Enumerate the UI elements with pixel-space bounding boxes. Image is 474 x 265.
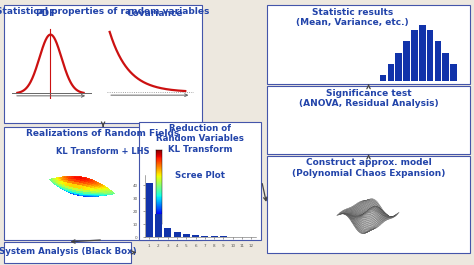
FancyBboxPatch shape [4, 5, 202, 123]
FancyBboxPatch shape [4, 127, 202, 240]
Text: System Analysis (Black Box): System Analysis (Black Box) [0, 247, 137, 255]
Text: Reduction of
Random Variables
KL Transform: Reduction of Random Variables KL Transfo… [156, 124, 244, 154]
Bar [220, 236, 227, 237]
Bar [403, 41, 410, 81]
FancyBboxPatch shape [4, 242, 131, 263]
Text: Realizations of Random Fields: Realizations of Random Fields [27, 129, 180, 138]
Bar [395, 53, 402, 81]
FancyBboxPatch shape [267, 86, 470, 154]
Bar [183, 234, 190, 237]
Text: KL Transform + LHS: KL Transform + LHS [56, 147, 150, 156]
Bar [164, 228, 171, 237]
Text: Scree Plot: Scree Plot [175, 171, 225, 180]
Bar [201, 236, 209, 237]
Bar [380, 75, 386, 81]
Bar [442, 53, 449, 81]
FancyBboxPatch shape [267, 5, 470, 84]
Bar [450, 64, 457, 81]
Text: Covariance: Covariance [127, 9, 183, 18]
Text: PDF: PDF [36, 9, 56, 18]
FancyBboxPatch shape [267, 156, 470, 253]
Bar [173, 232, 181, 237]
Bar [155, 214, 162, 237]
Bar [435, 41, 441, 81]
Text: Statistical properties of random variables: Statistical properties of random variabl… [0, 7, 210, 16]
Bar [146, 183, 153, 237]
Bar [419, 24, 426, 81]
Text: Significance test
(ANOVA, Residual Analysis): Significance test (ANOVA, Residual Analy… [299, 89, 438, 108]
FancyBboxPatch shape [139, 122, 261, 240]
Bar [427, 30, 433, 81]
Bar [192, 235, 199, 237]
Bar [211, 236, 218, 237]
Text: Statistic results
(Mean, Variance, etc.): Statistic results (Mean, Variance, etc.) [296, 8, 409, 27]
Bar [411, 30, 418, 81]
Bar [388, 64, 394, 81]
Text: Construct approx. model
(Polynomial Chaos Expansion): Construct approx. model (Polynomial Chao… [292, 158, 445, 178]
